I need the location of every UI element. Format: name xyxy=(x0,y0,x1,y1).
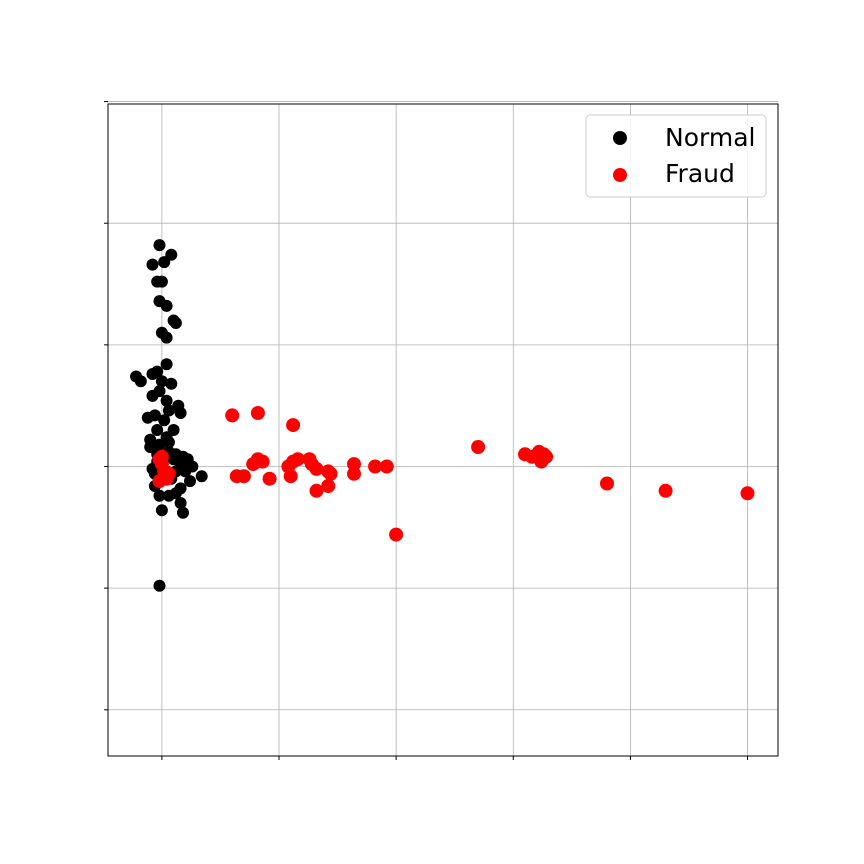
normal-point xyxy=(167,314,180,327)
plot-background xyxy=(108,104,778,756)
normal-point xyxy=(158,414,171,427)
normal-point xyxy=(184,475,196,488)
fraud-point xyxy=(309,461,324,476)
fraud-point xyxy=(347,466,361,481)
normal-point xyxy=(167,453,180,466)
normal-point xyxy=(153,579,166,592)
fraud-point xyxy=(262,471,277,486)
normal-point xyxy=(146,258,159,271)
fraud-point xyxy=(236,469,251,484)
fraud-point xyxy=(250,452,265,467)
fraud-point xyxy=(658,483,673,498)
normal-point xyxy=(174,497,187,509)
fraud-point xyxy=(154,449,169,464)
grid-lines xyxy=(108,101,778,756)
normal-point xyxy=(165,377,178,390)
normal-point xyxy=(151,275,164,288)
normal-point xyxy=(162,404,175,417)
normal-point xyxy=(165,248,178,261)
fraud-point xyxy=(225,408,240,423)
fraud-point xyxy=(286,418,301,433)
normal-point xyxy=(146,368,159,380)
normal-point xyxy=(153,489,166,502)
normal-point xyxy=(167,424,180,436)
fraud-point xyxy=(740,486,755,501)
axis-ticks xyxy=(104,101,749,760)
legend: Normal Fraud xyxy=(585,114,767,198)
series-fraud xyxy=(152,406,755,542)
fraud-point xyxy=(250,406,265,420)
legend-label-fraud: Fraud xyxy=(665,159,735,188)
fraud-point xyxy=(539,449,554,464)
fraud-point xyxy=(389,527,404,542)
plot-frame xyxy=(107,103,779,757)
normal-point xyxy=(160,358,173,371)
normal-point xyxy=(153,295,166,308)
normal-point xyxy=(130,370,143,383)
normal-point xyxy=(155,375,168,388)
fraud-point xyxy=(471,440,486,454)
normal-point xyxy=(172,399,185,412)
fraud-point xyxy=(379,459,394,474)
fraud-point xyxy=(152,474,167,489)
fraud-point xyxy=(309,483,324,498)
normal-point xyxy=(162,436,175,449)
series-normal xyxy=(130,239,208,592)
normal-point xyxy=(141,411,154,424)
normal-point xyxy=(146,389,159,402)
fraud-point xyxy=(161,466,176,481)
normal-point xyxy=(151,424,164,436)
fraud-point xyxy=(321,479,336,493)
normal-point xyxy=(153,239,166,252)
normal-point xyxy=(162,489,175,502)
normal-point xyxy=(144,433,157,446)
fraud-point xyxy=(600,476,614,491)
fraud-point xyxy=(368,459,383,474)
legend-marker-normal xyxy=(613,131,627,145)
normal-point xyxy=(195,470,208,483)
fraud-point xyxy=(290,452,305,467)
normal-point xyxy=(177,506,189,519)
normal-point xyxy=(160,394,173,407)
normal-point xyxy=(155,326,168,339)
fraud-point xyxy=(323,466,338,481)
fraud-point xyxy=(283,469,298,484)
fraud-point xyxy=(347,457,361,472)
legend-marker-fraud xyxy=(613,168,627,182)
normal-point xyxy=(155,504,168,517)
normal-point xyxy=(181,453,194,466)
legend-label-normal: Normal xyxy=(665,123,755,152)
data-points xyxy=(130,239,755,592)
legend-box xyxy=(585,114,767,198)
